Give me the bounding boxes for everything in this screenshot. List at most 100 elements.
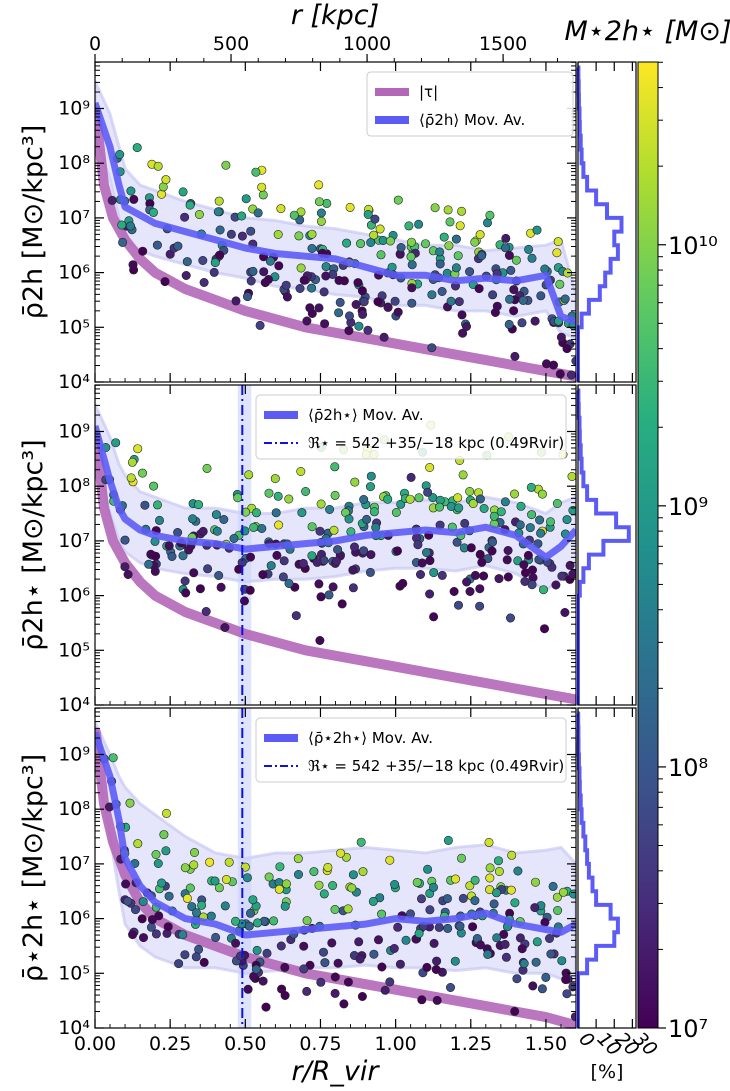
scatter-point <box>406 237 416 247</box>
scatter-point <box>509 285 519 295</box>
scatter-point <box>178 187 188 197</box>
scatter-point <box>129 194 139 204</box>
scatter-point <box>406 472 416 482</box>
scatter-point <box>264 488 274 498</box>
scatter-point <box>258 570 268 580</box>
scatter-point <box>316 216 326 226</box>
scatter-point <box>365 482 375 492</box>
scatter-point <box>393 307 403 317</box>
scatter-point <box>541 359 551 369</box>
scatter-point <box>108 753 118 763</box>
scatter-point <box>525 523 535 533</box>
scatter-point <box>501 233 511 243</box>
scatter-point <box>425 556 435 566</box>
scatter-point <box>343 904 353 914</box>
scatter-point <box>307 551 317 561</box>
scatter-point <box>314 180 324 190</box>
scatter-point <box>535 515 545 525</box>
scatter-point <box>556 332 566 342</box>
scatter-point <box>503 572 513 582</box>
histogram-frame <box>577 707 637 1029</box>
scatter-point <box>216 582 226 592</box>
scatter-point <box>259 267 269 277</box>
scatter-point <box>344 326 354 336</box>
scatter-point <box>356 239 366 249</box>
scatter-point <box>153 161 163 171</box>
scatter-point <box>173 241 183 251</box>
scatter-point <box>293 854 303 864</box>
scatter-point <box>507 850 517 860</box>
scatter-point <box>120 562 130 572</box>
scatter-point <box>281 280 291 290</box>
scatter-point <box>465 267 475 277</box>
scatter-point <box>383 302 393 312</box>
scatter-point <box>370 214 380 224</box>
scatter-point <box>477 251 487 261</box>
scatter-point <box>536 528 546 538</box>
scatter-point <box>271 508 281 518</box>
scatter-point <box>157 878 167 888</box>
scatter-point <box>299 941 309 951</box>
scatter-point <box>366 238 376 248</box>
scatter-point <box>164 541 174 551</box>
scatter-point <box>470 896 480 906</box>
histogram-frame <box>577 384 637 706</box>
scatter-point <box>348 870 358 880</box>
scatter-point <box>315 635 325 645</box>
scatter-point <box>209 267 219 277</box>
scatter-point <box>296 466 306 476</box>
scatter-point <box>125 798 135 808</box>
y-tick-label: 10⁵ <box>58 962 90 984</box>
scatter-point <box>396 243 406 253</box>
scatter-point <box>451 234 461 244</box>
scatter-point <box>299 964 309 974</box>
scatter-point <box>434 502 444 512</box>
scatter-point <box>391 507 401 517</box>
scatter-point <box>348 565 358 575</box>
scatter-point <box>465 881 475 891</box>
bottom-tick-label: 1.50 <box>525 1033 567 1055</box>
top-axis-title: r [kpc] <box>291 0 379 31</box>
scatter-point <box>544 933 554 943</box>
scatter-point <box>389 943 399 953</box>
scatter-point <box>153 858 163 868</box>
y-tick-label: 10⁴ <box>58 1017 90 1039</box>
scatter-point <box>246 226 256 236</box>
scatter-point <box>161 175 171 185</box>
scatter-point <box>347 883 357 893</box>
scatter-point <box>407 298 417 308</box>
scatter-point <box>281 879 291 889</box>
colorbar-label: M⋆2h⋆ [M⊙] <box>565 16 730 47</box>
scatter-point <box>368 896 378 906</box>
scatter-point <box>276 204 286 214</box>
tau-curve <box>95 727 576 1028</box>
scatter-point <box>333 958 343 968</box>
scatter-point <box>358 309 368 319</box>
scatter-point <box>510 898 520 908</box>
scatter-point <box>260 278 270 288</box>
scatter-point <box>321 271 331 281</box>
scatter-point <box>140 500 150 510</box>
plot-area <box>95 708 576 1028</box>
scatter-point <box>376 250 386 260</box>
scatter-point <box>314 303 324 313</box>
legend-label: ℜ⋆ = 542 +35/−18 kpc (0.49Rvir) <box>308 757 564 775</box>
scatter-point <box>339 999 349 1009</box>
scatter-point <box>503 545 513 555</box>
scatter-point <box>191 952 201 962</box>
scatter-point <box>335 297 345 307</box>
legend-label: ℜ⋆ = 542 +35/−18 kpc (0.49Rvir) <box>308 434 564 452</box>
scatter-point <box>479 503 489 513</box>
scatter-point <box>557 956 567 966</box>
panel-rho-2h: 10⁴ 10⁵ 10⁶ 10⁷ 10⁸ 10⁹ ρ̄2h [M⊙/kpc³] |τ| ⟨ρ̄2h… <box>18 61 577 393</box>
scatter-point <box>359 297 369 307</box>
scatter-point <box>465 486 475 496</box>
scatter-point <box>417 995 427 1005</box>
scatter-point <box>366 550 376 560</box>
scatter-point <box>296 263 306 273</box>
scatter-point <box>350 477 360 487</box>
scatter-point <box>460 518 470 528</box>
scatter-point <box>117 220 127 230</box>
scatter-point <box>307 283 317 293</box>
scatter-point <box>355 954 365 964</box>
